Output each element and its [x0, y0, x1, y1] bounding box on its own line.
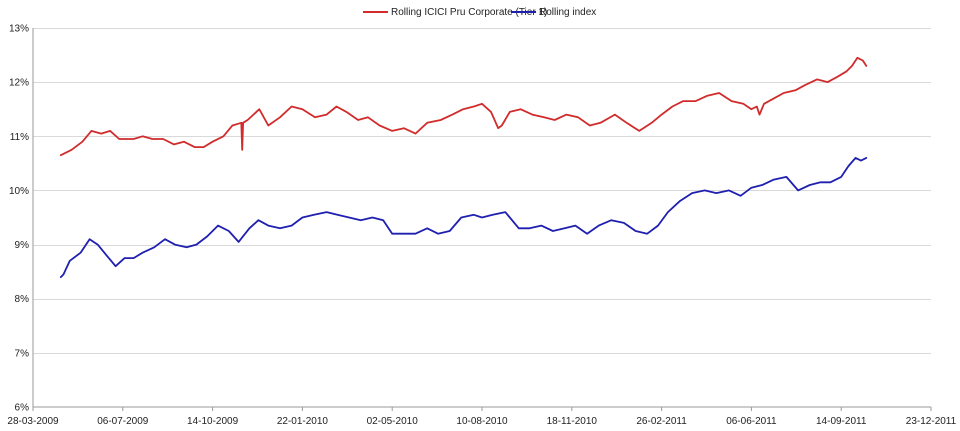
- legend-label-series-2: Rolling index: [539, 7, 596, 18]
- legend: Rolling ICICI Pru Corporate (Tier 1) Rol…: [363, 7, 596, 18]
- x-tick-labels: 28-03-2009 06-07-2009 14-10-2009 22-01-2010…: [7, 407, 957, 427]
- y-tick-labels: 6% 7% 8% 9% 10% 11% 12% 13%: [9, 24, 29, 414]
- y-tick-label: 7%: [15, 348, 30, 359]
- x-tick-label: 14-09-2011: [816, 416, 867, 427]
- x-tick-label: 26-02-2011: [636, 416, 687, 427]
- x-tick-label: 23-12-2011: [906, 416, 957, 427]
- x-tick-label: 18-11-2010: [547, 416, 598, 427]
- y-tick-label: 11%: [10, 132, 29, 143]
- y-tick-label: 10%: [9, 186, 29, 197]
- series-lines: [59, 56, 868, 279]
- y-tick-label: 9%: [15, 240, 30, 251]
- x-tick-label: 02-05-2010: [367, 416, 419, 427]
- legend-label-series-1: Rolling ICICI Pru Corporate (Tier 1): [391, 7, 547, 18]
- y-tick-label: 12%: [9, 78, 29, 89]
- y-tick-label: 13%: [9, 24, 29, 35]
- y-tick-label: 6%: [15, 403, 30, 414]
- y-tick-label: 8%: [15, 294, 30, 305]
- x-tick-label: 10-08-2010: [456, 416, 508, 427]
- series-line-2: [59, 156, 868, 279]
- series-line-1: [59, 56, 868, 157]
- x-tick-label: 22-01-2010: [277, 416, 329, 427]
- x-tick-label: 06-06-2011: [726, 416, 777, 427]
- x-tick-label: 28-03-2009: [7, 416, 59, 427]
- x-tick-label: 14-10-2009: [187, 416, 239, 427]
- x-tick-label: 06-07-2009: [97, 416, 149, 427]
